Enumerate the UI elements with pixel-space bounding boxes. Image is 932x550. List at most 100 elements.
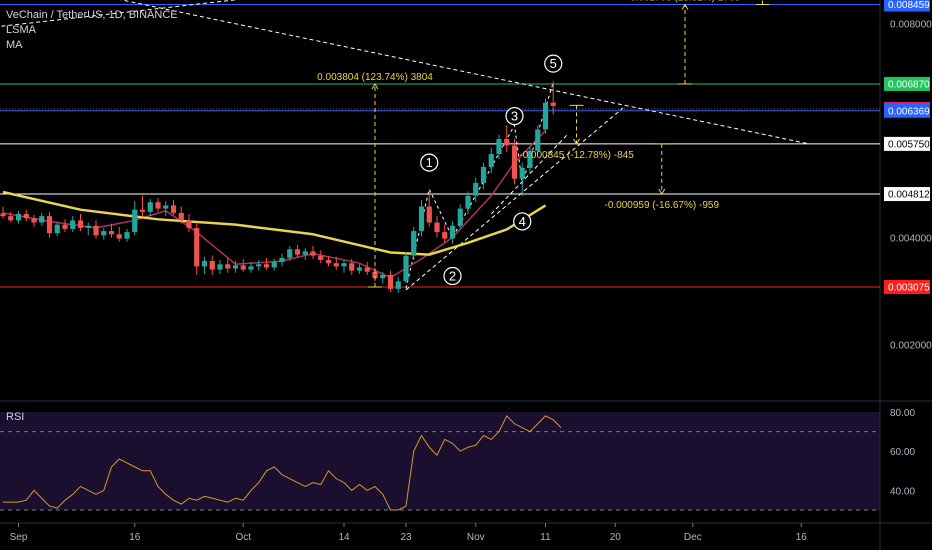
candle[interactable]	[527, 146, 533, 174]
candle[interactable]	[232, 261, 239, 273]
candle[interactable]	[403, 252, 409, 284]
candle[interactable]	[155, 197, 161, 212]
candle[interactable]	[186, 213, 192, 233]
candle[interactable]	[380, 271, 386, 284]
wave-label[interactable]: 5	[544, 54, 563, 73]
indicator-ma[interactable]: MA	[6, 39, 23, 51]
candle[interactable]	[39, 212, 45, 226]
candle[interactable]	[77, 213, 84, 232]
symbol-title[interactable]: VeChain / TetherUS, 1D, BINANCE	[6, 9, 178, 21]
wave-label[interactable]: 3	[505, 106, 524, 126]
candle[interactable]	[542, 98, 549, 134]
candle[interactable]	[387, 270, 394, 293]
candle[interactable]	[411, 226, 417, 260]
candle[interactable]	[70, 216, 76, 233]
candle[interactable]	[418, 200, 425, 237]
candle[interactable]	[15, 210, 22, 224]
price-level-badge[interactable]: 0.005750	[884, 136, 930, 151]
candle[interactable]	[550, 81, 556, 115]
candle[interactable]	[93, 220, 99, 239]
candle-body	[356, 267, 363, 271]
trendline[interactable]	[490, 132, 570, 215]
candle[interactable]	[496, 134, 502, 160]
wave-label[interactable]: 4	[513, 212, 532, 231]
candle-body	[46, 216, 53, 234]
rsi-pane-label[interactable]: RSI	[6, 411, 25, 423]
candle[interactable]	[473, 177, 479, 203]
candle[interactable]	[364, 262, 370, 275]
trendline[interactable]	[405, 107, 624, 291]
candle[interactable]	[217, 259, 223, 274]
candle[interactable]	[504, 125, 510, 152]
candle[interactable]	[54, 221, 60, 237]
candle[interactable]	[318, 250, 324, 264]
wave-label[interactable]: 2	[443, 266, 462, 286]
candle[interactable]	[248, 262, 254, 273]
candle[interactable]	[465, 191, 471, 214]
candle[interactable]	[256, 259, 262, 271]
candle[interactable]	[46, 211, 53, 238]
rsi-line[interactable]	[3, 415, 562, 511]
candle[interactable]	[279, 253, 285, 267]
candle[interactable]	[426, 189, 432, 227]
trendline[interactable]	[0, 0, 832, 28]
candle[interactable]	[23, 209, 29, 222]
indicator-lsma[interactable]: LSMA	[6, 24, 36, 36]
candle[interactable]	[271, 258, 277, 271]
candle[interactable]	[333, 256, 339, 270]
candle[interactable]	[511, 139, 518, 184]
ma-line[interactable]	[2, 190, 547, 256]
candle[interactable]	[116, 226, 122, 242]
candle[interactable]	[101, 227, 107, 240]
candle[interactable]	[209, 255, 215, 275]
candle[interactable]	[194, 222, 200, 275]
candle[interactable]	[0, 206, 6, 219]
price-level-badge[interactable]: 0.006870	[884, 76, 930, 91]
candle[interactable]	[163, 201, 169, 217]
candle[interactable]	[8, 211, 14, 223]
measure-arrowhead	[658, 188, 666, 196]
candle[interactable]	[310, 246, 316, 259]
candle[interactable]	[341, 259, 347, 273]
candle[interactable]	[442, 224, 448, 243]
wave-label[interactable]: 1	[420, 153, 439, 172]
candle[interactable]	[178, 206, 184, 224]
price-level-badge[interactable]: 0.008459	[884, 0, 930, 12]
candle[interactable]	[225, 257, 231, 273]
candle[interactable]	[263, 257, 270, 270]
candle[interactable]	[294, 244, 301, 258]
candle[interactable]	[132, 201, 138, 236]
candle-body	[31, 218, 37, 223]
candle[interactable]	[488, 147, 494, 174]
price-level-badge[interactable]: 0.003075	[884, 279, 930, 294]
candle[interactable]	[139, 195, 146, 218]
candle[interactable]	[201, 256, 208, 274]
candle[interactable]	[147, 198, 153, 217]
price-level-badge[interactable]: 0.006369	[884, 103, 930, 118]
candle[interactable]	[240, 258, 246, 272]
candle[interactable]	[395, 277, 401, 294]
candle-body	[442, 232, 448, 239]
candle[interactable]	[31, 215, 37, 227]
candle[interactable]	[287, 246, 293, 262]
candle[interactable]	[535, 125, 541, 155]
candle[interactable]	[108, 223, 115, 238]
candle-body	[147, 202, 153, 212]
candle[interactable]	[62, 219, 68, 233]
candle[interactable]	[356, 264, 363, 274]
candle[interactable]	[85, 222, 91, 236]
candle[interactable]	[124, 228, 130, 242]
price-level-badge[interactable]: 0.004812	[884, 187, 930, 202]
measure-label: 0.003804 (123.74%) 3804	[317, 72, 433, 83]
candle[interactable]	[519, 162, 525, 196]
candle[interactable]	[434, 216, 440, 238]
candle[interactable]	[302, 248, 308, 260]
candle[interactable]	[480, 162, 487, 190]
candle[interactable]	[325, 255, 332, 267]
wave-circle	[443, 266, 462, 286]
candle[interactable]	[449, 221, 456, 244]
measure-arrowhead	[681, 3, 689, 10]
candle[interactable]	[170, 200, 177, 216]
candle[interactable]	[457, 204, 463, 229]
candle[interactable]	[349, 258, 355, 275]
